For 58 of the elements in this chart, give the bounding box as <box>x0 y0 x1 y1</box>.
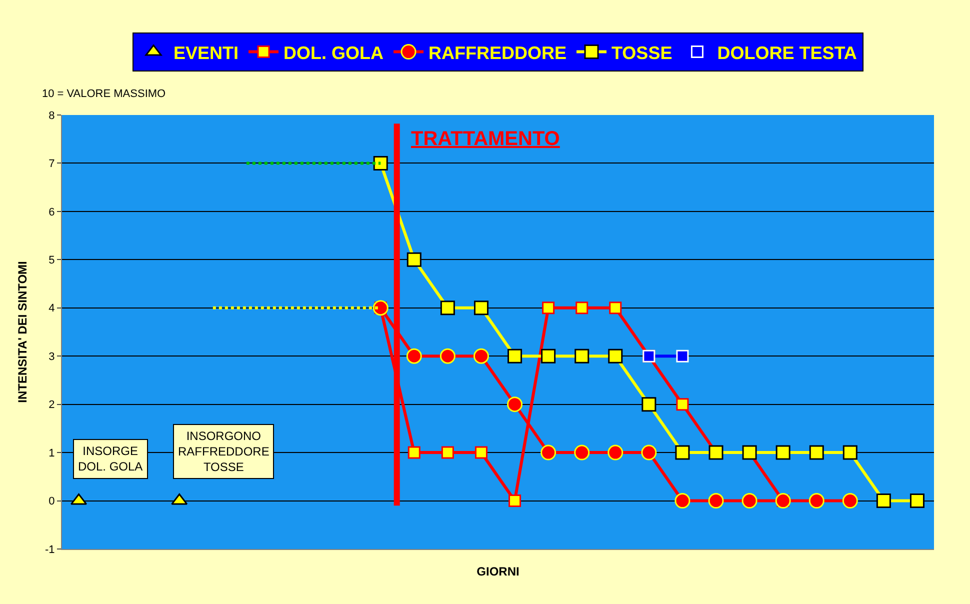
y-tick-label: 3 <box>48 350 55 363</box>
point <box>876 494 891 508</box>
y-tick-label: 2 <box>48 399 55 412</box>
point <box>910 494 924 508</box>
point <box>508 348 522 364</box>
point <box>474 446 488 459</box>
legend-label: EVENTI <box>174 42 239 63</box>
point <box>406 252 422 267</box>
text: TRATTAMENTO <box>411 128 560 150</box>
annotation: INSORGE DOL. GOLA <box>78 444 143 474</box>
point <box>742 493 758 509</box>
point <box>574 348 590 364</box>
point <box>809 445 824 460</box>
point <box>674 493 690 509</box>
point <box>608 444 624 460</box>
y-tick-label: 1 <box>48 447 55 460</box>
point <box>541 348 556 364</box>
point <box>676 350 689 362</box>
x-axis-title: GIORNI <box>476 564 520 578</box>
point <box>440 348 456 364</box>
point <box>406 348 422 364</box>
point <box>808 493 824 509</box>
point <box>540 444 556 460</box>
point <box>441 446 454 459</box>
point <box>474 300 488 316</box>
point <box>508 494 522 508</box>
point <box>676 398 689 411</box>
point <box>440 300 455 316</box>
legend-label: RAFFREDDORE <box>428 42 567 63</box>
text: 10 = VALORE MASSIMO <box>42 88 166 100</box>
point <box>373 156 388 170</box>
legend-label: DOL. GOLA <box>284 42 384 63</box>
y-tick-label: 6 <box>48 206 55 218</box>
point <box>708 493 724 509</box>
point <box>473 348 489 364</box>
y-tick-label: 7 <box>48 158 55 170</box>
y-tick-label: 4 <box>48 302 55 315</box>
y-tick-label: -1 <box>45 544 55 556</box>
point <box>675 445 690 460</box>
point <box>574 444 590 460</box>
point <box>842 445 858 460</box>
point <box>642 397 656 412</box>
point <box>609 302 622 314</box>
annotation: INSORGONO RAFFREDDORE TOSSE <box>178 429 270 474</box>
y-tick-label: 8 <box>48 110 55 122</box>
point <box>608 348 623 364</box>
point <box>842 493 858 509</box>
point <box>507 396 523 412</box>
point <box>641 444 657 460</box>
point <box>542 302 555 314</box>
point <box>776 445 790 460</box>
y-tick-label: 5 <box>48 254 55 267</box>
y-tick-label: 0 <box>48 496 55 508</box>
point <box>576 302 588 314</box>
legend-label: DOLORE TESTA <box>717 42 857 63</box>
y-axis-title: INTENSITA' DEI SINTOMI <box>15 261 30 403</box>
legend-label: TOSSE <box>612 42 672 63</box>
point <box>408 446 420 459</box>
